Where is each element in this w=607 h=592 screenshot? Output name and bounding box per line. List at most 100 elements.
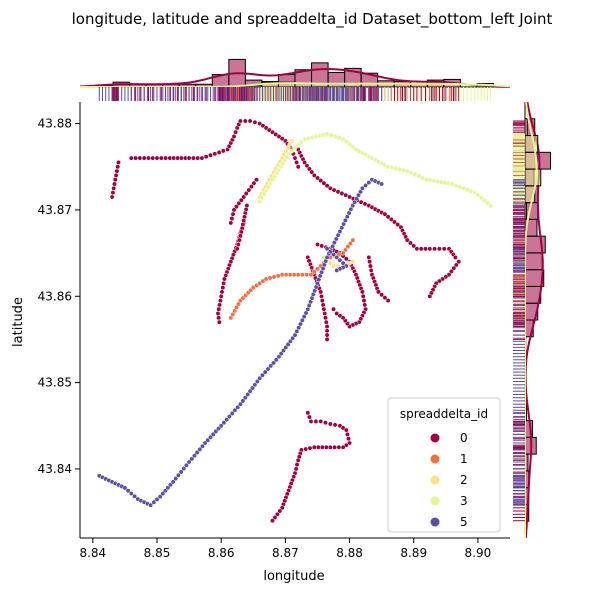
- data-point: [324, 324, 330, 329]
- top-kde-line: [79, 68, 510, 88]
- data-point: [268, 363, 274, 369]
- data-point: [208, 152, 213, 158]
- data-point: [265, 366, 271, 372]
- data-point: [367, 259, 373, 265]
- x-tick-label: 8.86: [208, 546, 235, 560]
- x-tick-label: 8.88: [336, 546, 363, 560]
- data-point: [327, 260, 333, 266]
- data-point: [220, 285, 226, 291]
- data-point: [215, 311, 221, 316]
- data-point: [295, 272, 301, 278]
- data-point: [243, 191, 249, 196]
- data-point: [220, 148, 226, 154]
- y-tick-label: 43.86: [38, 289, 72, 303]
- data-point: [154, 155, 160, 161]
- data-point: [236, 200, 242, 206]
- data-point: [293, 466, 299, 472]
- legend-entry-label: 5: [460, 515, 468, 529]
- data-point: [289, 148, 295, 154]
- data-point: [262, 369, 268, 375]
- data-point: [150, 155, 156, 161]
- x-tick-label: 8.87: [272, 546, 299, 560]
- legend-marker: [430, 454, 440, 464]
- data-point: [133, 155, 139, 161]
- data-point: [392, 219, 397, 225]
- data-point: [267, 275, 273, 281]
- data-point: [228, 220, 234, 226]
- data-point: [366, 254, 372, 260]
- data-point: [218, 423, 224, 429]
- data-point: [324, 246, 330, 252]
- data-point: [261, 191, 267, 197]
- data-point: [427, 246, 433, 252]
- data-point: [235, 242, 241, 247]
- data-point: [385, 214, 391, 220]
- data-point: [273, 357, 279, 363]
- y-tick-label: 43.85: [38, 376, 72, 390]
- data-point: [388, 216, 394, 222]
- data-point: [344, 431, 350, 437]
- data-point: [313, 418, 319, 424]
- data-point: [343, 256, 349, 262]
- data-point: [340, 250, 346, 256]
- data-point: [217, 298, 223, 304]
- data-point: [360, 293, 366, 299]
- data-point: [270, 518, 275, 524]
- data-point: [199, 155, 205, 161]
- data-point: [294, 159, 300, 165]
- data-point: [232, 407, 238, 413]
- data-point: [112, 181, 117, 187]
- data-point: [318, 178, 324, 184]
- right-marginal-plot: [513, 101, 551, 539]
- x-tick-label: 8.84: [79, 546, 106, 560]
- data-point: [334, 254, 340, 260]
- legend-box: [387, 397, 501, 533]
- data-point: [295, 142, 301, 148]
- data-point: [283, 272, 289, 278]
- data-point: [141, 155, 147, 161]
- data-point: [347, 141, 353, 147]
- x-tick-label: 8.89: [400, 546, 427, 560]
- data-point: [254, 379, 260, 384]
- data-point: [308, 418, 314, 424]
- data-point: [311, 172, 317, 178]
- data-point: [146, 155, 151, 161]
- data-point: [221, 280, 227, 286]
- data-point: [321, 180, 327, 186]
- data-point: [221, 420, 227, 426]
- data-point: [298, 139, 304, 145]
- data-point: [295, 457, 301, 463]
- data-point: [451, 265, 457, 271]
- data-point: [109, 194, 115, 200]
- data-point: [294, 462, 300, 468]
- data-point: [488, 203, 494, 209]
- data-point: [175, 472, 181, 478]
- data-point: [154, 496, 160, 502]
- data-point: [436, 246, 442, 252]
- data-point: [337, 257, 343, 263]
- data-point: [478, 195, 484, 201]
- top-kde-line: [80, 82, 511, 88]
- data-point: [375, 289, 381, 295]
- data-point: [190, 155, 196, 161]
- data-point: [343, 427, 349, 433]
- data-point: [343, 247, 348, 253]
- data-point: [233, 204, 239, 210]
- data-point: [414, 246, 420, 252]
- data-point: [345, 244, 351, 250]
- data-point: [350, 259, 356, 265]
- data-point: [216, 306, 222, 312]
- data-point: [347, 240, 353, 246]
- data-point: [230, 211, 236, 217]
- data-point: [242, 118, 248, 124]
- data-point: [234, 246, 240, 252]
- data-point: [247, 388, 253, 394]
- data-point: [242, 395, 248, 401]
- legend-entry-label: 1: [460, 452, 468, 466]
- data-point: [324, 332, 330, 338]
- data-point: [323, 315, 328, 321]
- data-point: [125, 488, 131, 494]
- data-point: [361, 298, 367, 304]
